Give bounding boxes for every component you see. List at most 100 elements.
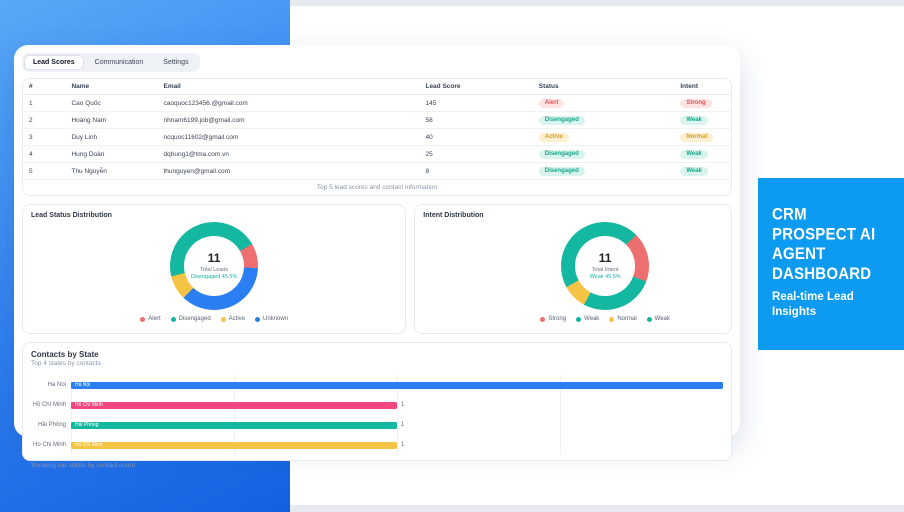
cell-name: Hoàng Nam [65, 111, 158, 129]
intent-legend: Strong Weak Normal Weak [455, 316, 755, 322]
intent-badge: Strong [680, 98, 712, 108]
header-status: Status [532, 79, 675, 95]
header-email: Email [157, 79, 420, 95]
tab-lead-scores[interactable]: Lead Scores [24, 55, 84, 70]
intent-donut-chart: 11 Total Intent Weak 45.5% [561, 222, 650, 310]
cell-num: 1 [23, 94, 66, 112]
bar-value: 1 [401, 422, 405, 428]
bar-row-ho-chi-minh-2: Ho Chi Minh Ho Chi Minh 1 [31, 435, 723, 455]
intent-badge: Weak [680, 115, 708, 125]
contacts-bar-chart: Ha Noi Hà Nội Hồ Chí Minh Hồ Chí Minh 1 … [31, 375, 723, 455]
cell-name: Duy Linh [65, 128, 158, 146]
legend-label: Alert [148, 316, 161, 322]
cell-num: 4 [23, 145, 66, 163]
cell-name: Cao Quốc [65, 94, 158, 112]
table-row: 2 Hoàng Nam nhnam6199.job@gmail.com 58 D… [23, 111, 731, 129]
header-intent: Intent [674, 79, 731, 95]
donut-total: 11 [207, 251, 221, 266]
legend-item-strong[interactable]: Strong [540, 316, 566, 322]
status-badge: Disengaged [538, 166, 585, 176]
bar-inner-label: Hải Phòng [75, 422, 99, 428]
bar-ha-noi: Hà Nội [71, 381, 723, 389]
legend-dot [576, 316, 582, 322]
table-row: 3 Duy Linh ncquoc11602@gmail.com 40 Acti… [23, 128, 731, 146]
bar-chart-footer-caption: Showing top states by contact count [31, 462, 136, 469]
legend-dot [220, 316, 226, 322]
cell-num: 3 [23, 128, 66, 146]
intent-badge: Normal [680, 132, 713, 142]
bar-axis-label: Ho Chi Minh [32, 442, 66, 448]
dashboard-card: Lead Scores Communication Settings # Nam… [14, 45, 740, 469]
legend-dot [609, 316, 615, 322]
bar-hai-phong: Hải Phòng [71, 421, 397, 429]
legend-dot [540, 316, 546, 322]
donut-total-label: Total Intent [591, 266, 619, 273]
chart-title: Intent Distribution [423, 212, 484, 219]
bar-chart-title: Contacts by State [31, 350, 99, 359]
bottom-edge-strip [0, 505, 904, 512]
tab-communication[interactable]: Communication [94, 59, 144, 66]
legend-label: Normal [617, 316, 637, 322]
side-panel-title-line1: CRM Prospect AI [772, 205, 876, 244]
donut-center: 11 Total Intent Weak 45.5% [575, 236, 636, 296]
bar-ho-chi-minh-2: Ho Chi Minh [71, 441, 397, 449]
bar-value: 1 [401, 442, 405, 448]
donut-total-label: Total Leads [200, 266, 229, 273]
chart-title: Lead Status Distribution [31, 212, 112, 219]
cell-lead-score: 8 [425, 167, 430, 175]
bar-track: Hải Phòng 1 [71, 415, 723, 435]
header-lead-score: Lead Score [419, 79, 533, 95]
legend-item-alert[interactable]: Alert [140, 316, 161, 322]
legend-label: Unknown [263, 316, 289, 322]
legend-label: Strong [548, 316, 567, 322]
cell-lead-score: 145 [419, 94, 533, 112]
legend-item-disengaged[interactable]: Disengaged [170, 316, 211, 322]
bar-row-ha-noi: Ha Noi Hà Nội [31, 375, 723, 395]
bar-axis-label: Hải Phòng [37, 422, 66, 428]
legend-label: Active [228, 316, 245, 322]
lead-scores-table: # Name Email Lead Score Status Intent 1 … [23, 79, 731, 179]
side-panel-title-line2: Agent Dashboard [772, 244, 872, 284]
cell-lead-score: 58 [419, 111, 533, 129]
legend-item-unknown[interactable]: Unknown [255, 316, 288, 322]
cell-email: caoquoc123456.@gmail.com [157, 94, 420, 112]
bar-inner-label: Ho Chi Minh [75, 442, 103, 448]
table-header-row: # Name Email Lead Score Status Intent [23, 79, 731, 95]
legend-item-weak-2[interactable]: Weak [646, 316, 670, 322]
cell-name: Thu Nguyễn [71, 167, 107, 175]
table-footer-caption: Top 5 lead scores and contact informatio… [23, 179, 731, 195]
bar-axis-label: Ha Noi [47, 382, 66, 388]
legend-dot [255, 316, 260, 322]
bar-row-ho-chi-minh: Hồ Chí Minh Hồ Chí Minh 1 [31, 395, 723, 415]
top-edge-strip [0, 0, 904, 6]
bar-axis-label: Hồ Chí Minh [32, 402, 66, 408]
status-badge: Active [538, 132, 569, 142]
legend-item-weak[interactable]: Weak [576, 316, 599, 322]
intent-badge: Weak [680, 166, 708, 176]
donut-center: 11 Total Leads Disengaged 45.5% [184, 236, 245, 296]
cell-name: Hung Doàn [65, 145, 158, 163]
legend-item-normal[interactable]: Normal [609, 316, 637, 322]
bar-inner-label: Hồ Chí Minh [75, 402, 103, 408]
donut-highlight: Disengaged 45.5% [190, 273, 238, 280]
legend-dot [140, 316, 146, 322]
legend-item-active[interactable]: Active [220, 316, 245, 322]
legend-dot [170, 316, 176, 322]
header-num: # [23, 79, 66, 95]
bar-inner-label: Hà Nội [75, 382, 91, 388]
table-row: 4 Hung Doàn dqhung1@tma.com.vn 25 Diseng… [23, 145, 731, 163]
intent-distribution-panel: Intent Distribution 11 Total Intent Weak… [414, 204, 732, 334]
side-panel-title: CRM Prospect AI Agent Dashboard [772, 205, 892, 284]
lead-scores-table-panel: # Name Email Lead Score Status Intent 1 … [22, 78, 732, 196]
cell-num: 2 [23, 111, 66, 129]
tab-bar: Lead Scores Communication Settings [22, 53, 200, 72]
cell-email: dqhung1@tma.com.vn [157, 145, 420, 163]
legend-label: Weak [654, 316, 670, 322]
tab-settings[interactable]: Settings [163, 59, 189, 66]
bar-ho-chi-minh: Hồ Chí Minh [71, 401, 397, 409]
lead-status-legend: Alert Disengaged Active Unknown [31, 316, 397, 322]
lead-status-donut-chart: 11 Total Leads Disengaged 45.5% [170, 222, 259, 310]
status-badge: Alert [538, 98, 565, 108]
lead-status-distribution-panel: Lead Status Distribution 11 Total Leads … [22, 204, 407, 334]
cell-email: ncquoc11602@gmail.com [157, 128, 420, 146]
